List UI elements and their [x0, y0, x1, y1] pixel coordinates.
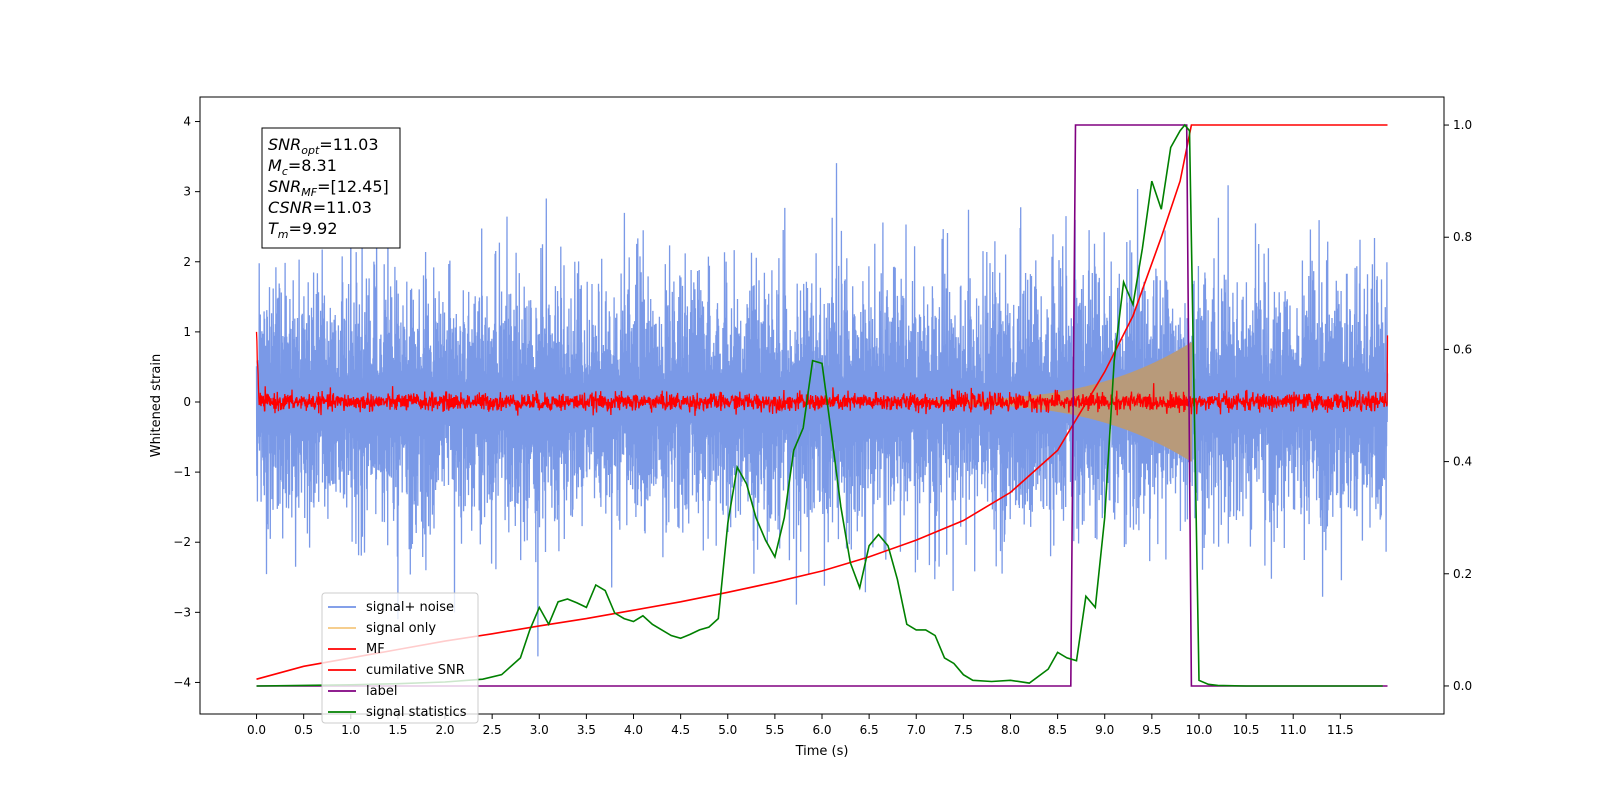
stats-value: =11.03	[313, 198, 372, 217]
y-left-tick-label: 4	[183, 115, 191, 129]
x-tick-label: 10.5	[1233, 723, 1260, 737]
series-mf	[255, 331, 1389, 416]
stats-subscript: opt	[301, 144, 320, 157]
y-left-tick-label: −4	[173, 675, 191, 689]
legend-frame	[321, 592, 479, 724]
series-signal-statistics	[256, 123, 1383, 687]
y-left-tick-label: 1	[183, 325, 191, 339]
y-left-tick-label: 3	[183, 185, 191, 199]
stats-symbol: SNR	[268, 135, 301, 154]
legend-entry: MF	[366, 642, 385, 657]
x-tick-label: 3.5	[577, 723, 596, 737]
x-tick-label: 6.5	[860, 723, 879, 737]
x-tick-label: 1.5	[388, 723, 407, 737]
stats-line: SNRMF=[12.45]	[268, 177, 389, 199]
legend-entry: label	[366, 684, 397, 699]
x-tick-label: 3.0	[530, 723, 549, 737]
x-tick-label: 11.0	[1280, 723, 1307, 737]
axes: 0.0 0.5 1.0 1.5 2.0 2.5 3.0 3.5 4.0 4.5 5.0 5.5 6.0 6…	[173, 96, 1472, 737]
stats-annotation-frame	[261, 127, 401, 249]
x-tick-label: 0.0	[247, 723, 266, 737]
x-tick-label: 0.5	[294, 723, 313, 737]
x-tick-label: 9.5	[1142, 723, 1161, 737]
stats-subscript: MF	[301, 186, 317, 199]
legend-entry: signal only	[366, 621, 436, 636]
x-axis-label: Time (s)	[795, 744, 849, 759]
stats-line: Tm=9.92	[268, 219, 338, 241]
x-tick-label: 6.0	[812, 723, 831, 737]
x-tick-label: 11.5	[1327, 723, 1354, 737]
stats-value: =11.03	[319, 135, 378, 154]
y-left-tick-label: −1	[173, 465, 191, 479]
stats-symbol: CSNR	[268, 198, 313, 217]
x-tick-label: 8.0	[1001, 723, 1020, 737]
y-axis-label: Whitened strain	[149, 354, 164, 457]
x-tick-label: 2.5	[483, 723, 502, 737]
stats-annotation: SNRopt=11.03Mc=8.31SNRMF=[12.45]CSNR=11.…	[261, 127, 401, 249]
x-tick-label: 5.5	[765, 723, 784, 737]
stats-subscript: m	[278, 228, 289, 241]
y-right-tick-label: 0.8	[1453, 230, 1472, 244]
legend-entry: signal statistics	[366, 705, 467, 720]
x-tick-label: 9.0	[1095, 723, 1114, 737]
y-right-tick-label: 0.4	[1453, 455, 1472, 469]
stats-value: =8.31	[288, 156, 337, 175]
stats-line: SNRopt=11.03	[268, 135, 379, 157]
stats-subscript: c	[282, 165, 288, 178]
x-tick-label: 1.0	[341, 723, 360, 737]
y-left-tick-label: −2	[173, 535, 191, 549]
stats-line: Mc=8.31	[268, 156, 337, 178]
y-right-tick-label: 1.0	[1453, 118, 1472, 132]
stats-value: =[12.45]	[317, 177, 389, 196]
y-right-tick-label: 0.6	[1453, 342, 1472, 356]
series-signal-noise	[255, 163, 1389, 657]
x-tick-label: 7.0	[907, 723, 926, 737]
x-tick-label: 8.5	[1048, 723, 1067, 737]
stats-symbol: M	[268, 156, 282, 175]
y-left-tick-label: 2	[183, 255, 191, 269]
x-tick-label: 4.0	[624, 723, 643, 737]
legend-entry: signal+ noise	[366, 600, 454, 615]
x-tick-label: 2.0	[435, 723, 454, 737]
legend: signal+ noise signal only MF cumilative SNR…	[321, 592, 479, 724]
x-tick-label: 7.5	[954, 723, 973, 737]
x-tick-label: 5.0	[718, 723, 737, 737]
y-right-tick-label: 0.0	[1453, 679, 1472, 693]
stats-value: =9.92	[289, 219, 338, 238]
legend-entry: cumilative SNR	[366, 663, 465, 678]
stats-line: CSNR=11.03	[268, 198, 372, 217]
y-left-tick-label: −3	[173, 605, 191, 619]
x-tick-label: 10.0	[1186, 723, 1213, 737]
y-left-tick-label: 0	[183, 395, 191, 409]
stats-symbol: SNR	[268, 177, 301, 196]
stats-symbol: T	[268, 219, 279, 238]
y-right-tick-label: 0.2	[1453, 567, 1472, 581]
x-tick-label: 4.5	[671, 723, 690, 737]
